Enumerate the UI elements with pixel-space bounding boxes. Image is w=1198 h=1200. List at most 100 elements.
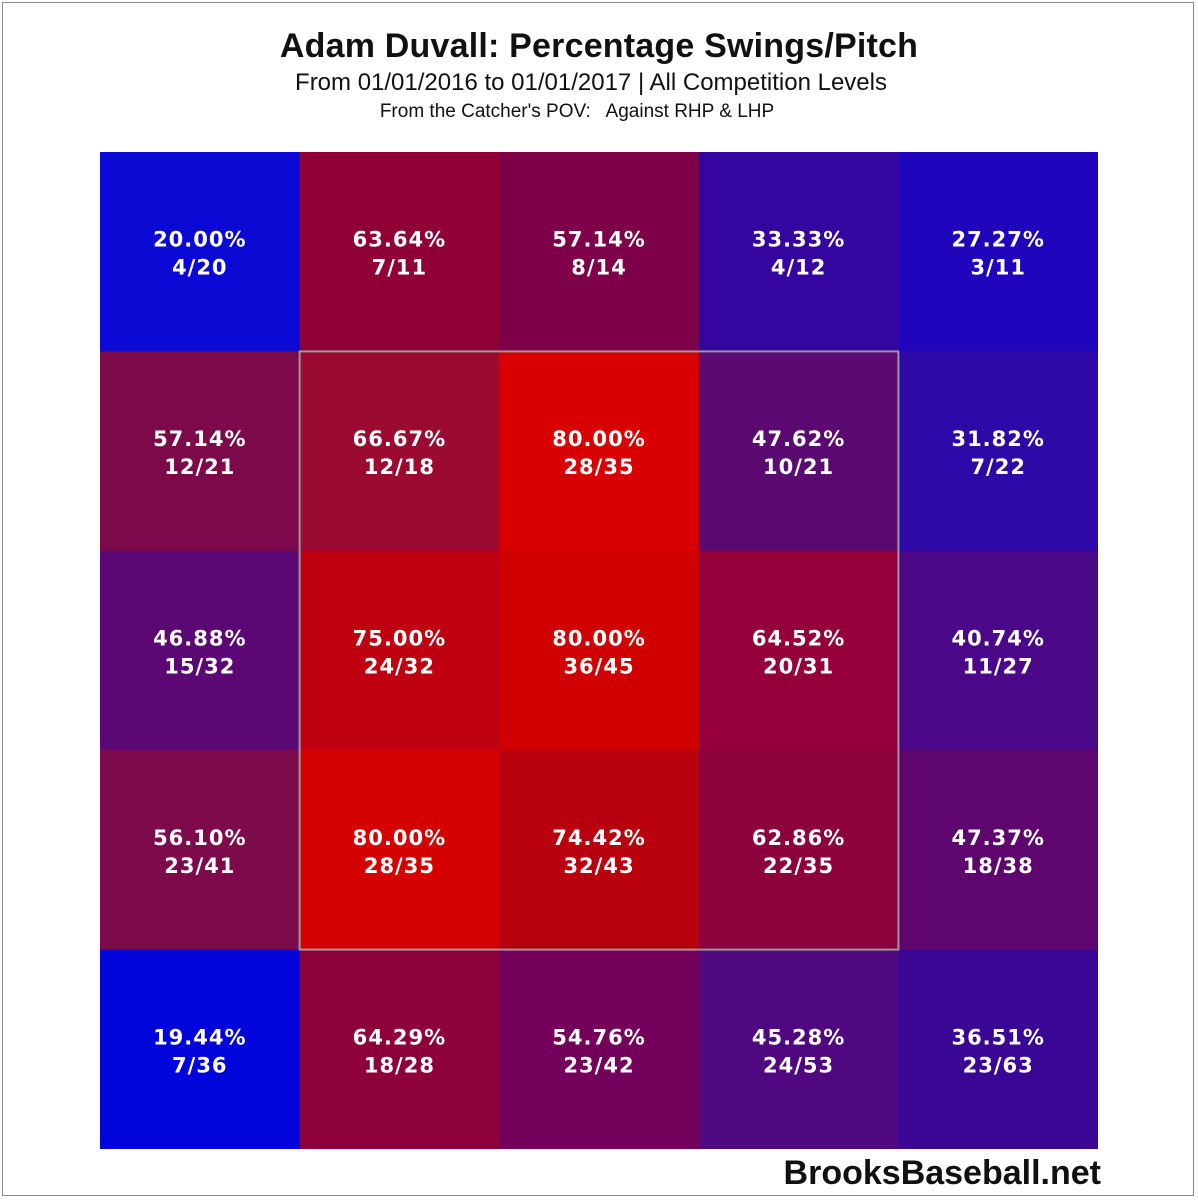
heatmap-cell: 57.14% 12/21	[100, 351, 301, 552]
heatmap-cell: 63.64% 7/11	[299, 152, 500, 352]
heatmap-cell-rect	[299, 949, 500, 1149]
pitcher-label: Against RHP & LHP	[605, 101, 775, 122]
heatmap-cell: 47.62% 10/21	[698, 351, 899, 552]
cell-fraction-label: 4/12	[771, 256, 827, 280]
cell-fraction-label: 20/31	[763, 655, 834, 679]
heatmap-cell-rect	[698, 550, 899, 751]
cell-fraction-label: 36/45	[563, 655, 634, 679]
heatmap-cell-rect	[499, 152, 700, 352]
heatmap-cell: 47.37% 18/38	[898, 750, 1098, 951]
heatmap-cell-rect	[100, 949, 301, 1149]
cell-fraction-label: 23/42	[563, 1053, 634, 1077]
heatmap-cell-rect	[100, 152, 301, 352]
heatmap-cell: 20.00% 4/20	[100, 152, 301, 352]
heatmap-cell: 45.28% 24/53	[698, 949, 899, 1149]
heatmap-cell-rect	[499, 750, 700, 951]
heatmap-cell: 33.33% 4/12	[698, 152, 899, 352]
heatmap-cell: 31.82% 7/22	[898, 351, 1098, 552]
heatmap-cell: 64.29% 18/28	[299, 949, 500, 1149]
cell-fraction-label: 28/35	[563, 455, 634, 479]
cell-percentage-label: 80.00%	[353, 826, 446, 850]
heatmap-cell-rect	[299, 550, 500, 751]
watermark: BrooksBaseball.net	[783, 1154, 1101, 1192]
cell-fraction-label: 11/27	[963, 655, 1034, 679]
heatmap-cell-rect	[100, 351, 301, 552]
heatmap-cell: 66.67% 12/18	[299, 351, 500, 552]
cell-fraction-label: 15/32	[164, 655, 235, 679]
cell-fraction-label: 10/21	[763, 455, 834, 479]
cell-percentage-label: 63.64%	[353, 228, 446, 252]
heatmap-cell: 62.86% 22/35	[698, 750, 899, 951]
cell-percentage-label: 47.62%	[752, 427, 845, 451]
heatmap-cell-rect	[898, 750, 1098, 951]
cell-percentage-label: 80.00%	[552, 427, 645, 451]
heatmap-cell-rect	[100, 550, 301, 751]
chart-pov-line: From the Catcher's POV: Against RHP & LH…	[0, 101, 1154, 123]
heatmap-cell: 56.10% 23/41	[100, 750, 301, 951]
pov-label: From the Catcher's POV:	[379, 101, 591, 122]
heatmap-cell: 19.44% 7/36	[100, 949, 301, 1149]
cell-fraction-label: 12/21	[164, 455, 235, 479]
chart-title: Adam Duvall: Percentage Swings/Pitch	[279, 27, 919, 65]
heatmap-cell-rect	[499, 550, 700, 751]
cell-percentage-label: 56.10%	[153, 826, 246, 850]
heatmap-cell: 40.74% 11/27	[898, 550, 1098, 751]
cell-percentage-label: 74.42%	[552, 826, 645, 850]
heatmap-cell-rect	[299, 750, 500, 951]
strike-zone-outline	[298, 350, 900, 951]
cell-fraction-label: 8/14	[571, 256, 627, 280]
heatmap-cell-rect	[898, 152, 1098, 352]
heatmap-cell: 80.00% 28/35	[299, 750, 500, 951]
cell-fraction-label: 24/53	[763, 1053, 834, 1077]
heatmap-cell: 80.00% 28/35	[499, 351, 700, 552]
cell-fraction-label: 23/41	[164, 854, 235, 878]
cell-fraction-label: 22/35	[763, 854, 834, 878]
heatmap-cell: 46.88% 15/32	[100, 550, 301, 751]
cell-percentage-label: 64.29%	[353, 1025, 446, 1049]
heatmap-cell: 36.51% 23/63	[898, 949, 1098, 1149]
heatmap-grid: 20.00% 4/20 63.64% 7/11 57.14% 8/14 33.33% 4/12…	[100, 152, 1098, 1149]
cell-percentage-label: 36.51%	[951, 1025, 1044, 1049]
cell-percentage-label: 75.00%	[353, 627, 446, 651]
cell-percentage-label: 27.27%	[951, 228, 1044, 252]
cell-fraction-label: 28/35	[364, 854, 435, 878]
heatmap-cell-rect	[698, 949, 899, 1149]
cell-percentage-label: 62.86%	[752, 826, 845, 850]
cell-fraction-label: 7/11	[372, 256, 428, 280]
cell-percentage-label: 19.44%	[153, 1025, 246, 1049]
heatmap-cell-rect	[898, 550, 1098, 751]
cell-fraction-label: 24/32	[364, 655, 435, 679]
cell-percentage-label: 46.88%	[153, 627, 246, 651]
cell-percentage-label: 40.74%	[951, 627, 1044, 651]
cell-fraction-label: 4/20	[172, 256, 228, 280]
heatmap-cell-rect	[499, 351, 700, 552]
cell-percentage-label: 47.37%	[951, 826, 1044, 850]
heatmap-cell: 80.00% 36/45	[499, 550, 700, 751]
heatmap-cell-rect	[698, 152, 899, 352]
cell-fraction-label: 3/11	[970, 256, 1026, 280]
cell-percentage-label: 66.67%	[353, 427, 446, 451]
cell-percentage-label: 57.14%	[153, 427, 246, 451]
heatmap-cell: 57.14% 8/14	[499, 152, 700, 352]
heatmap-cell: 74.42% 32/43	[499, 750, 700, 951]
heatmap-cell-rect	[499, 949, 700, 1149]
cell-fraction-label: 18/28	[364, 1053, 435, 1077]
cell-fraction-label: 7/36	[172, 1053, 228, 1077]
heatmap-cell-rect	[898, 351, 1098, 552]
heatmap-cell-rect	[100, 750, 301, 951]
cell-percentage-label: 54.76%	[552, 1025, 645, 1049]
heatmap-cell: 64.52% 20/31	[698, 550, 899, 751]
cell-fraction-label: 12/18	[364, 455, 435, 479]
cell-percentage-label: 20.00%	[153, 228, 246, 252]
heatmap-cell: 75.00% 24/32	[299, 550, 500, 751]
heatmap-cell-rect	[698, 351, 899, 552]
cell-percentage-label: 33.33%	[752, 228, 845, 252]
cell-fraction-label: 7/22	[970, 455, 1026, 479]
cell-fraction-label: 23/63	[963, 1053, 1034, 1077]
cell-percentage-label: 64.52%	[752, 627, 845, 651]
cell-fraction-label: 18/38	[963, 854, 1034, 878]
heatmap-cell-rect	[299, 351, 500, 552]
heatmap-cell-rect	[898, 949, 1098, 1149]
cell-percentage-label: 57.14%	[552, 228, 645, 252]
cell-fraction-label: 32/43	[563, 854, 634, 878]
